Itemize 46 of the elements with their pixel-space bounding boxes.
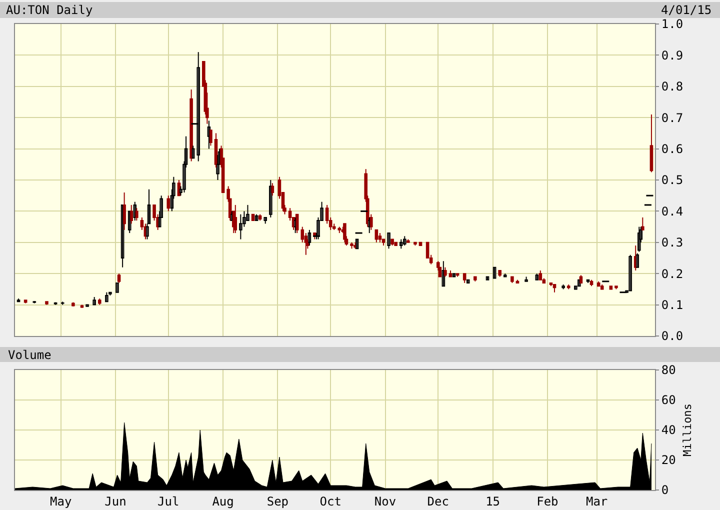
x-tick-label: 15	[486, 494, 500, 508]
candlestick	[492, 266, 496, 279]
candlestick	[474, 276, 477, 282]
candlestick	[614, 286, 618, 290]
y-tick-label: 0.5	[661, 173, 684, 188]
candlestick	[414, 242, 417, 246]
candlestick	[394, 242, 398, 246]
candlestick	[116, 282, 119, 293]
candlestick	[251, 214, 255, 222]
text: 4/01/15	[661, 3, 712, 17]
candlestick	[466, 279, 470, 284]
x-tick-label: Mar	[586, 494, 608, 508]
y-tick-label: 0.9	[661, 48, 684, 62]
y-tick-label: 40	[661, 423, 676, 438]
x-tick-label: Nov	[374, 494, 396, 508]
y-tick-label: 0.3	[661, 236, 684, 250]
y-tick-label: 0.2	[661, 266, 684, 281]
candlestick	[524, 276, 528, 282]
y-tick-label: 0.8	[661, 80, 684, 94]
x-tick-label: Jul	[158, 494, 180, 508]
x-tick-label: Aug	[212, 494, 234, 508]
y-tick-label: 0.7	[661, 110, 684, 125]
y-tick-label: 0.6	[661, 142, 684, 156]
y-tick-label: 1.0	[661, 17, 684, 32]
candlestick	[406, 238, 410, 243]
x-tick-label: Feb	[536, 494, 558, 508]
x-tick-label: May	[50, 494, 72, 508]
y-tick-label: 0.1	[661, 298, 684, 312]
x-tick-label: Dec	[427, 494, 449, 508]
candlestick	[578, 279, 581, 287]
y-tick-label: 0	[661, 483, 669, 498]
y-tick-label: 0.4	[661, 204, 684, 218]
y-tick-label: 0.0	[661, 329, 684, 344]
x-tick-label: Sep	[266, 494, 289, 508]
y-tick-label: 20	[661, 453, 676, 468]
candlestick	[609, 286, 613, 290]
y-tick-label: 80	[661, 363, 676, 378]
x-tick-label: Oct	[320, 494, 342, 508]
x-tick-label: Jun	[104, 494, 126, 508]
chart-title: AU:TON Daily	[6, 3, 93, 18]
y-axis-title: Millions	[681, 404, 694, 456]
candlestick	[503, 273, 507, 278]
candlestick	[45, 301, 48, 306]
candlestick	[418, 242, 422, 246]
chart-title: Volume	[8, 348, 52, 362]
y-tick-label: 60	[661, 393, 676, 408]
